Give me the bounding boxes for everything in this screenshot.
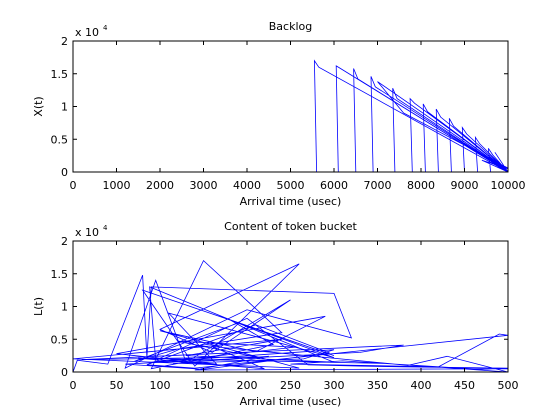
bucket-y-axis-label: L(t)	[32, 297, 45, 316]
bucket-x-tick-label: 450	[454, 379, 475, 392]
bucket-x-tick-label: 100	[150, 379, 171, 392]
bucket-x-tick-label: 250	[280, 379, 301, 392]
backlog-x-tick-label: 4000	[233, 179, 261, 192]
bucket-x-tick-label: 500	[498, 379, 519, 392]
bucket-y-tick-label: 0	[61, 366, 68, 379]
bucket-y-tick-label: 1	[61, 301, 68, 314]
bucket-y-tick-label: 2	[61, 235, 68, 248]
backlog-plot-area	[73, 41, 508, 172]
bucket-y-tick-label: 0.5	[51, 333, 69, 346]
bucket-x-tick-label: 50	[110, 379, 124, 392]
backlog-x-tick-label: 7000	[364, 179, 392, 192]
bucket-title: Content of token bucket	[224, 220, 357, 233]
bucket-y-exponent-base: x 10	[75, 226, 99, 239]
backlog-x-tick-label: 8000	[407, 179, 435, 192]
backlog-series-line	[73, 59, 508, 172]
bucket-series-line	[73, 259, 508, 372]
backlog-y-tick-label: 1	[61, 101, 68, 114]
backlog-x-tick-label: 10000	[491, 179, 526, 192]
backlog-y-exponent-base: x 10	[75, 26, 99, 39]
bucket-x-tick-label: 150	[193, 379, 214, 392]
backlog-x-tick-label: 0	[70, 179, 77, 192]
backlog-x-tick-label: 6000	[320, 179, 348, 192]
backlog-axes: 0 1000 2000 3000 4000 5000 6000 7000 8000 9000 100…	[32, 20, 526, 208]
backlog-y-axis-label: X(t)	[32, 96, 45, 116]
backlog-x-tick-label: 9000	[451, 179, 479, 192]
backlog-x-axis-label: Arrival time (usec)	[240, 195, 342, 208]
bucket-x-axis-label: Arrival time (usec)	[240, 395, 342, 408]
bucket-x-tick-label: 400	[411, 379, 432, 392]
backlog-x-tick-label: 3000	[190, 179, 218, 192]
backlog-x-tick-label: 2000	[146, 179, 174, 192]
backlog-y-tick-label: 0	[61, 166, 68, 179]
bucket-x-tick-label: 0	[70, 379, 77, 392]
bucket-y-exponent-power: 4	[103, 224, 108, 232]
token-bucket-axes: 0 50 100 150 200 250 300 350 400 450 500 0 0.5 1 1.5 2x…	[32, 220, 519, 408]
backlog-x-tick-label: 5000	[277, 179, 305, 192]
backlog-title: Backlog	[269, 20, 312, 33]
backlog-x-tick-label: 1000	[103, 179, 131, 192]
backlog-y-tick-label: 0.5	[51, 133, 69, 146]
bucket-x-tick-label: 350	[367, 379, 388, 392]
bucket-x-tick-label: 300	[324, 379, 345, 392]
backlog-y-tick-label: 2	[61, 35, 68, 48]
bucket-y-tick-label: 1.5	[51, 268, 69, 281]
backlog-y-tick-label: 1.5	[51, 68, 69, 81]
backlog-y-exponent-power: 4	[103, 24, 108, 32]
bucket-x-tick-label: 200	[237, 379, 258, 392]
